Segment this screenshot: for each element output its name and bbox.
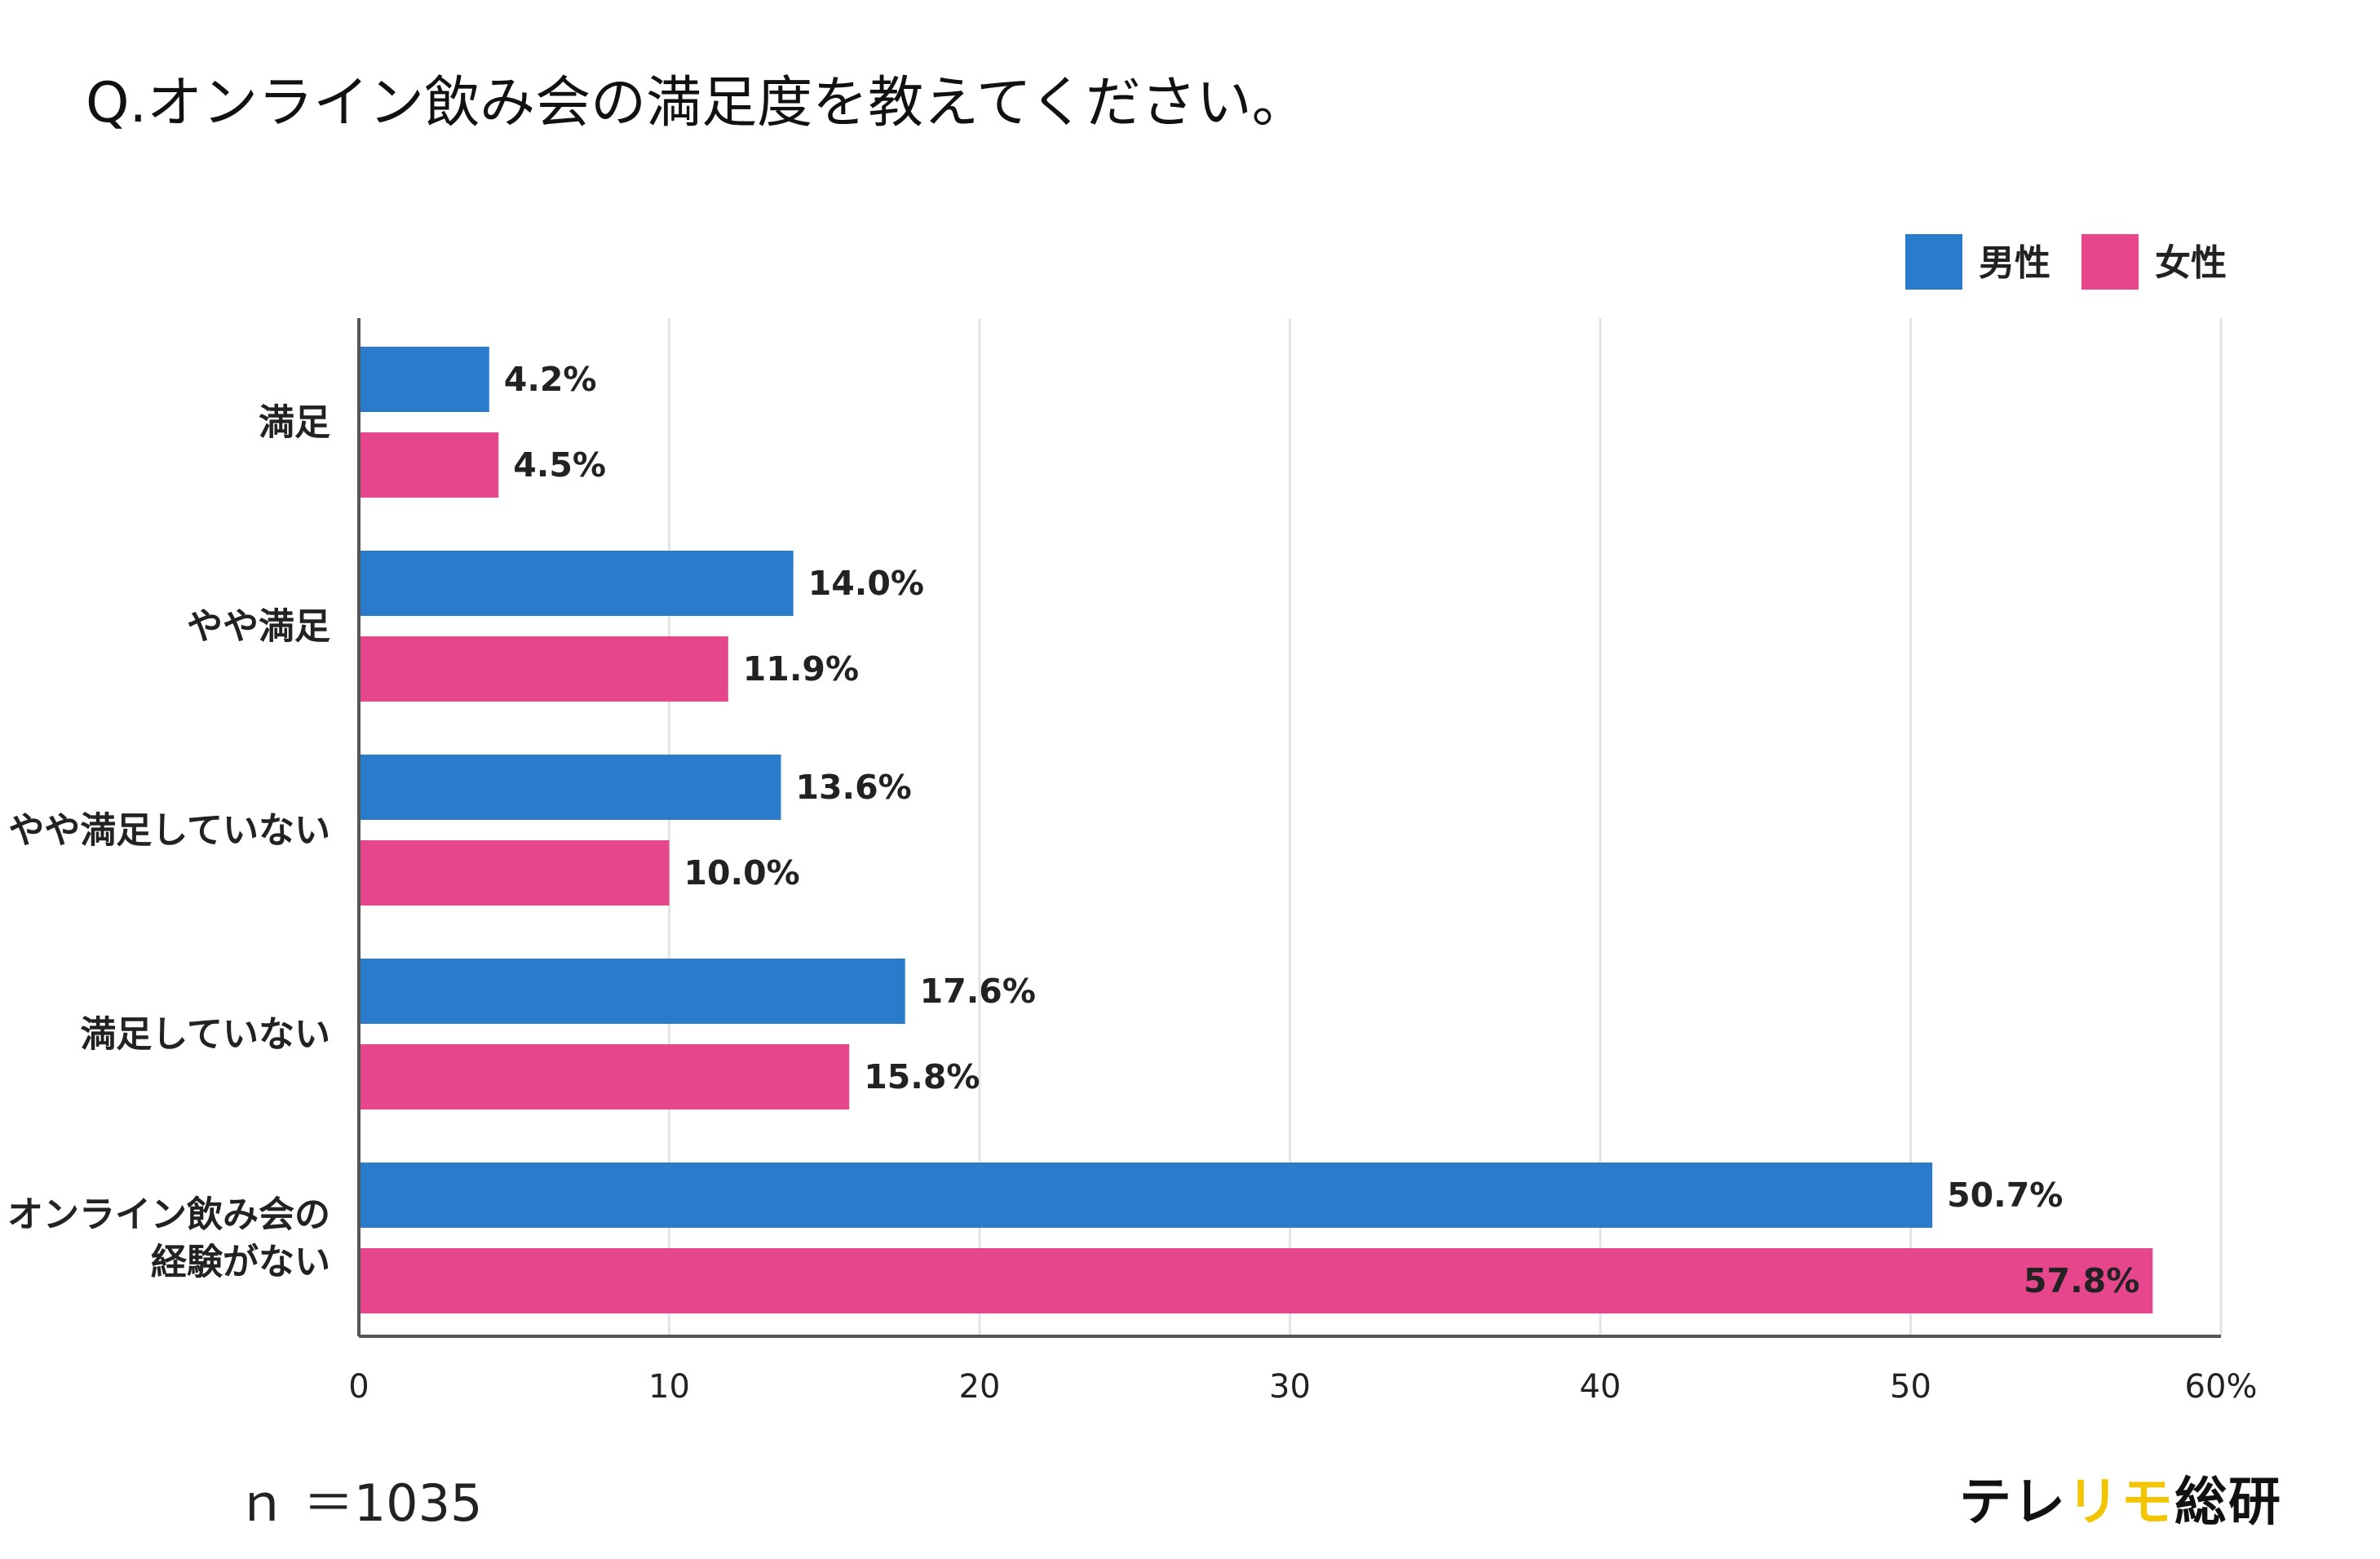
bar-female: [359, 432, 499, 498]
bar-male: [359, 347, 489, 412]
bar-male: [359, 551, 794, 616]
x-tick-label: 30: [1269, 1368, 1311, 1406]
category-label: やや満足: [187, 606, 330, 648]
brand-text-part3: 総研: [2174, 1473, 2282, 1533]
brand-text-part2: リモ: [2067, 1473, 2174, 1533]
sample-size-note: ｎ ＝1035: [237, 1473, 483, 1533]
legend-label: 女性: [2155, 242, 2227, 284]
axes: 0 10 20 30 40 50 60% 満足やや満足やや満足していない満足していないオンライ…: [7, 318, 2257, 1406]
data-label: 13.6%: [795, 768, 911, 807]
data-label: 11.9%: [743, 649, 859, 689]
category-label: 満足: [259, 402, 330, 444]
data-label: 14.0%: [808, 564, 924, 603]
bar-female: [359, 1044, 850, 1109]
data-label: 17.6%: [920, 972, 1036, 1011]
category-label: 経験がない: [151, 1242, 330, 1283]
x-tick-label: 20: [959, 1368, 1001, 1406]
bar-female: [359, 636, 728, 702]
data-label: 57.8%: [2024, 1261, 2139, 1300]
legend-swatch: [2081, 234, 2139, 290]
data-label: 50.7%: [1947, 1176, 2063, 1215]
legend: 男性 女性: [1905, 234, 2227, 290]
brand-logo: テレリモ総研: [1959, 1460, 2282, 1535]
gridlines: [668, 318, 2223, 1336]
legend-label: 男性: [1979, 242, 2050, 284]
x-tick-label: 0: [348, 1368, 369, 1406]
category-label: やや満足していない: [8, 810, 330, 852]
data-label: 4.5%: [513, 445, 606, 485]
brand-text-part1: テレ: [1959, 1473, 2067, 1533]
legend-swatch: [1905, 234, 1962, 290]
chart-title: Q.オンライン飲み会の満足度を教えてください。: [86, 71, 1307, 135]
bar-male: [359, 959, 905, 1024]
data-label: 4.2%: [504, 360, 597, 399]
data-label: 15.8%: [864, 1057, 980, 1096]
x-tick-label: 50: [1890, 1368, 1931, 1406]
bars: 4.2% 4.5% 14.0% 11.9% 13.6% 10.0% 17.6% 15.8% 50…: [359, 347, 2153, 1313]
x-tick-label: 40: [1580, 1368, 1621, 1406]
category-label: オンライン飲み会の: [7, 1194, 330, 1236]
bar-male: [359, 1163, 1933, 1228]
x-tick-label: 10: [648, 1368, 690, 1406]
x-tick-label: 60%: [2185, 1368, 2258, 1406]
category-label: 満足していない: [80, 1014, 330, 1056]
data-label: 10.0%: [684, 853, 800, 892]
bar-female: [359, 840, 670, 906]
bar-female: [359, 1248, 2153, 1313]
bar-male: [359, 755, 781, 820]
